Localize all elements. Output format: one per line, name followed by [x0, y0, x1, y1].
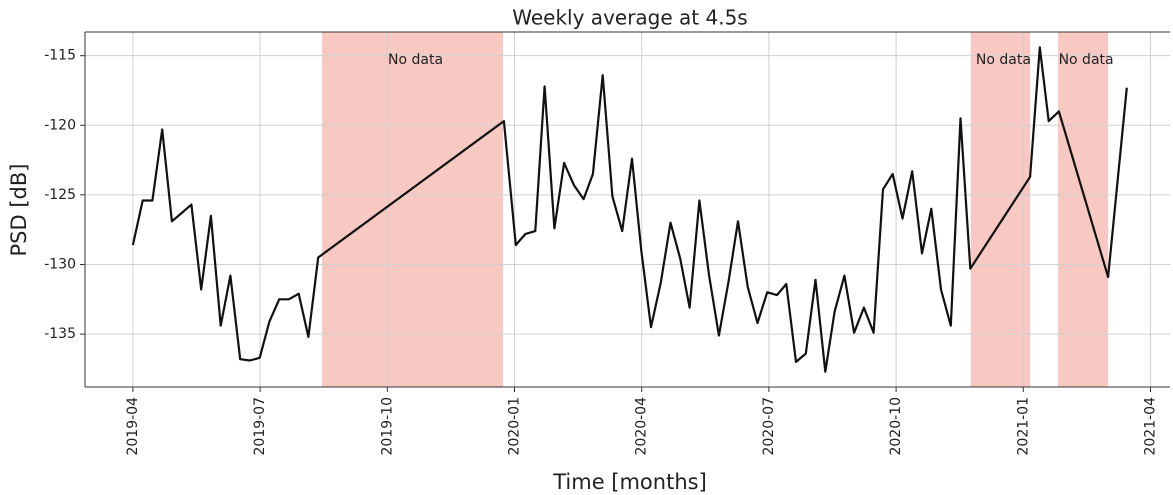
- x-tick-label: 2021-01: [1015, 397, 1031, 456]
- annotation: No data: [976, 52, 1031, 68]
- annotation: No data: [388, 52, 443, 68]
- x-tick-label: 2019-10: [379, 397, 395, 456]
- x-tick-label: 2020-01: [507, 397, 523, 456]
- y-tick-label: -135: [44, 326, 76, 342]
- y-tick-label: -130: [44, 256, 76, 272]
- y-axis-label: PSD [dB]: [7, 164, 31, 257]
- chart-title: Weekly average at 4.5s: [512, 6, 747, 30]
- x-axis-label: Time [months]: [552, 470, 707, 494]
- shaded-region: [970, 32, 1031, 387]
- x-tick-label: 2019-04: [125, 397, 141, 456]
- x-tick-label: 2020-07: [761, 397, 777, 456]
- y-tick-label: -115: [44, 48, 76, 64]
- annotation: No data: [1059, 52, 1114, 68]
- data-line: [131, 46, 1128, 373]
- y-tick-label: -120: [44, 117, 76, 133]
- y-tick-label: -125: [44, 187, 76, 203]
- x-tick-label: 2019-07: [252, 397, 268, 456]
- shaded-region: [1058, 32, 1109, 387]
- x-tick-label: 2020-04: [634, 397, 650, 456]
- x-tick-label: 2021-04: [1142, 397, 1158, 456]
- shaded-region: [322, 32, 504, 387]
- x-tick-label: 2020-10: [888, 397, 904, 456]
